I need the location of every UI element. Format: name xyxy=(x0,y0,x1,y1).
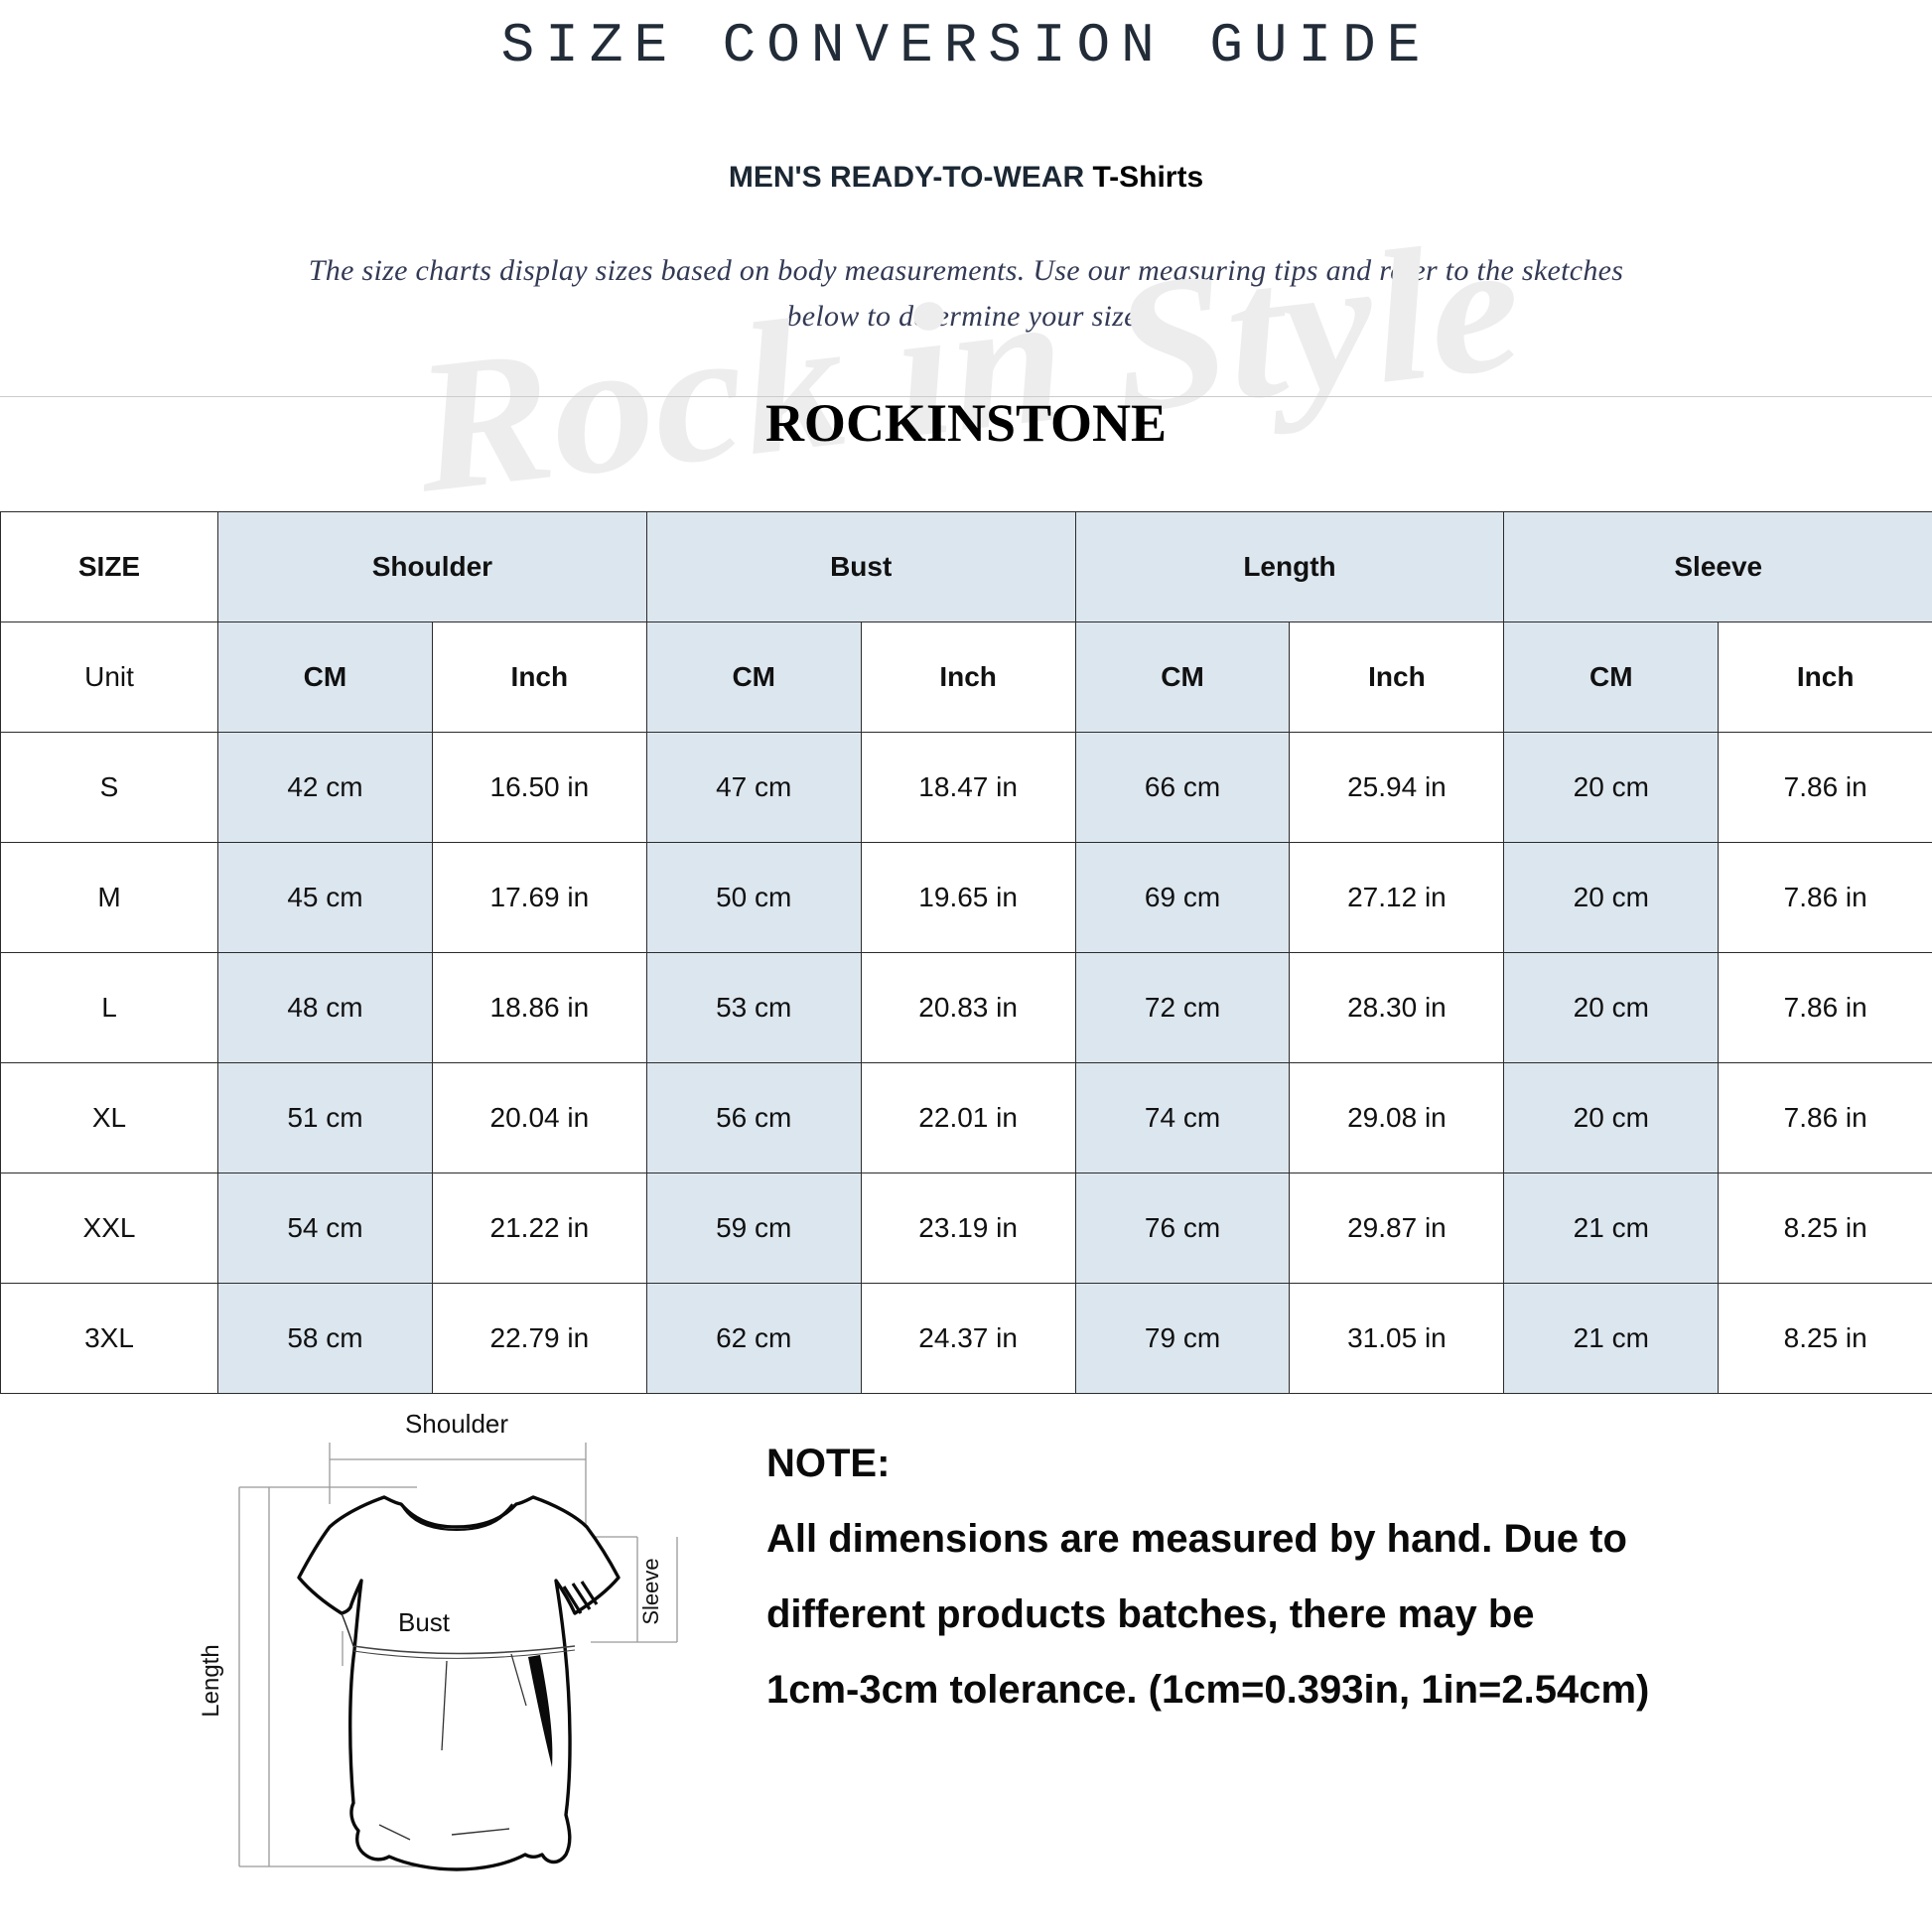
svg-text:Shoulder: Shoulder xyxy=(405,1409,508,1439)
svg-text:Bust: Bust xyxy=(398,1607,451,1637)
svg-text:Sleeve: Sleeve xyxy=(638,1558,663,1624)
svg-text:Length: Length xyxy=(198,1644,224,1717)
